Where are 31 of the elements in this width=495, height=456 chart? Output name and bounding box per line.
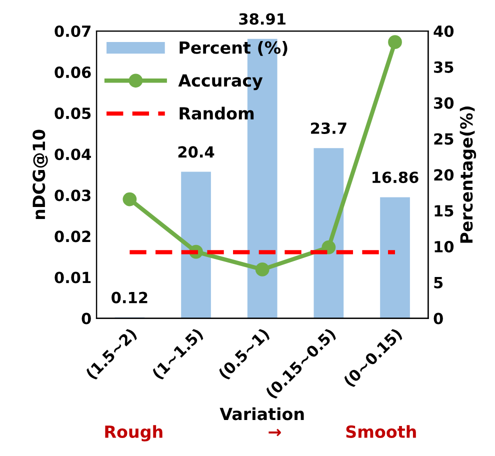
- legend-label: Accuracy: [178, 74, 263, 90]
- y-tick-label: 0.04: [54, 148, 91, 160]
- y-axis-title: nDCG@10: [32, 130, 48, 219]
- y-tick-label: 0.02: [54, 230, 90, 242]
- y2-tick-label: 10: [434, 240, 454, 252]
- y2-tick-label: 25: [434, 133, 454, 145]
- y-tick-label: 0.01: [54, 272, 91, 284]
- y2-tick-label: 15: [434, 205, 454, 217]
- legend-label: Random: [180, 106, 254, 120]
- text: Rough: [105, 425, 162, 442]
- x-axis-title: Variation: [220, 407, 304, 420]
- y2-tick-label: 35: [434, 61, 454, 73]
- y2-tick-label: 30: [434, 97, 454, 109]
- legend-label: Percent (%): [180, 41, 288, 56]
- y-tick-label: 0.06: [54, 66, 91, 78]
- y2-tick-label: 5: [434, 277, 443, 288]
- text: Smooth: [346, 425, 416, 438]
- y2-tick-label: 20: [434, 169, 454, 181]
- y-tick-label: 0.07: [54, 25, 90, 38]
- data-label: 38.91: [239, 13, 286, 25]
- data-label: 20.4: [178, 146, 214, 158]
- y-tick-label: 0.03: [54, 190, 90, 202]
- y2-tick-label: 0: [434, 312, 443, 324]
- data-label: 0.12: [112, 292, 148, 304]
- y-tick-label: 0.05: [54, 108, 91, 120]
- text: →: [268, 428, 281, 436]
- data-label: 16.86: [372, 172, 418, 184]
- data-label: 23.7: [311, 122, 346, 134]
- y2-axis-title: Percentage(%): [460, 106, 476, 243]
- y-tick-label: 0: [82, 312, 91, 324]
- y2-tick-label: 40: [434, 25, 454, 38]
